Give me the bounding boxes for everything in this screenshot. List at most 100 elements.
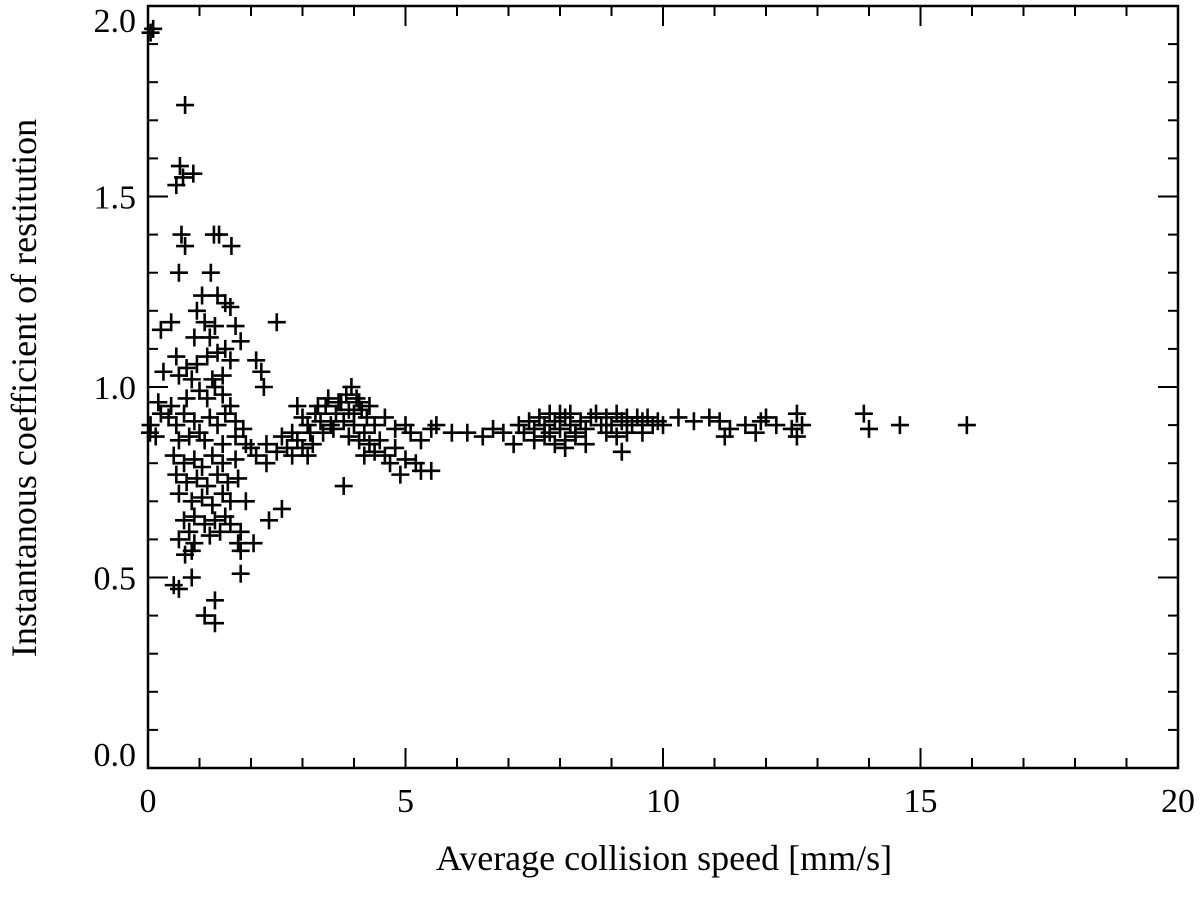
data-point bbox=[205, 511, 224, 530]
data-point bbox=[213, 454, 232, 473]
data-point bbox=[203, 370, 222, 389]
data-point bbox=[308, 397, 327, 416]
data-point bbox=[566, 427, 585, 446]
data-point bbox=[195, 606, 214, 625]
data-point bbox=[427, 416, 446, 435]
data-point bbox=[195, 313, 214, 332]
plot-frame bbox=[146, 4, 1180, 770]
data-point bbox=[205, 317, 224, 336]
data-point bbox=[607, 427, 626, 446]
data-point bbox=[411, 431, 430, 450]
data-point bbox=[396, 450, 415, 469]
data-point bbox=[141, 23, 160, 42]
y-axis-label: Instantanous coefficient of restitution bbox=[4, 119, 44, 657]
data-point bbox=[298, 446, 317, 465]
y-tick-label: 2.0 bbox=[94, 3, 137, 40]
x-axis-label: Average collision speed [mm/s] bbox=[436, 838, 892, 878]
data-point bbox=[190, 381, 209, 400]
data-point bbox=[221, 515, 240, 534]
data-point bbox=[370, 431, 389, 450]
data-point bbox=[334, 477, 353, 496]
data-point bbox=[473, 427, 492, 446]
data-point bbox=[167, 416, 186, 435]
data-point bbox=[208, 465, 227, 484]
data-point bbox=[375, 408, 394, 427]
data-point bbox=[576, 435, 595, 454]
data-point bbox=[257, 435, 276, 454]
x-tick-label: 15 bbox=[904, 783, 938, 820]
data-point bbox=[175, 454, 194, 473]
data-point bbox=[303, 435, 322, 454]
data-point bbox=[633, 423, 652, 442]
data-points bbox=[141, 19, 976, 633]
data-point bbox=[169, 431, 188, 450]
data-point bbox=[221, 297, 240, 316]
data-point bbox=[176, 96, 195, 115]
data-point bbox=[494, 423, 513, 442]
data-point bbox=[200, 526, 219, 545]
data-point bbox=[357, 408, 376, 427]
data-point bbox=[177, 473, 196, 492]
data-point bbox=[169, 263, 188, 282]
axis-ticks bbox=[147, 5, 1179, 769]
data-point bbox=[247, 446, 266, 465]
data-point bbox=[324, 419, 343, 438]
data-point bbox=[205, 378, 224, 396]
data-point bbox=[182, 370, 201, 389]
y-tick-label: 1.5 bbox=[94, 180, 137, 217]
data-point bbox=[267, 313, 286, 332]
data-point bbox=[669, 408, 688, 427]
data-point bbox=[334, 412, 353, 431]
y-tick-label: 0.0 bbox=[94, 737, 137, 774]
data-point bbox=[193, 458, 212, 477]
data-point bbox=[484, 419, 503, 438]
data-point bbox=[854, 404, 873, 423]
data-point bbox=[787, 427, 806, 446]
data-point bbox=[350, 393, 369, 412]
data-point bbox=[514, 423, 533, 442]
x-tick-label: 10 bbox=[646, 783, 680, 820]
data-point bbox=[272, 427, 291, 446]
data-point bbox=[311, 412, 330, 431]
data-point bbox=[144, 19, 163, 38]
data-point bbox=[314, 423, 333, 442]
data-point bbox=[164, 446, 183, 465]
data-point bbox=[254, 378, 273, 396]
data-point bbox=[187, 469, 206, 488]
data-point bbox=[236, 492, 255, 511]
data-point bbox=[167, 347, 186, 366]
data-point bbox=[193, 488, 212, 507]
data-point bbox=[162, 313, 181, 332]
data-point bbox=[208, 416, 227, 435]
data-point bbox=[177, 389, 196, 408]
data-point bbox=[187, 355, 206, 374]
data-point bbox=[182, 568, 201, 587]
data-point bbox=[195, 431, 214, 450]
data-point bbox=[422, 461, 441, 480]
data-point bbox=[185, 328, 204, 347]
data-point bbox=[216, 339, 235, 358]
data-point bbox=[149, 393, 168, 412]
data-point bbox=[201, 263, 220, 282]
data-point bbox=[211, 522, 230, 541]
data-point bbox=[151, 404, 170, 423]
data-point bbox=[321, 416, 340, 435]
data-point bbox=[208, 343, 227, 362]
data-point bbox=[257, 454, 276, 473]
data-point bbox=[170, 157, 189, 176]
data-point bbox=[159, 408, 178, 427]
data-point bbox=[213, 484, 232, 503]
data-point bbox=[226, 412, 245, 431]
data-point bbox=[146, 427, 165, 446]
data-point bbox=[176, 237, 195, 256]
data-point bbox=[260, 511, 279, 530]
data-point bbox=[169, 366, 188, 385]
data-point bbox=[350, 431, 369, 450]
data-point bbox=[458, 423, 477, 442]
data-point bbox=[504, 435, 523, 454]
data-point bbox=[200, 408, 219, 427]
data-point bbox=[187, 301, 206, 320]
data-point bbox=[169, 484, 188, 503]
data-point bbox=[283, 446, 302, 465]
data-point bbox=[700, 408, 719, 427]
